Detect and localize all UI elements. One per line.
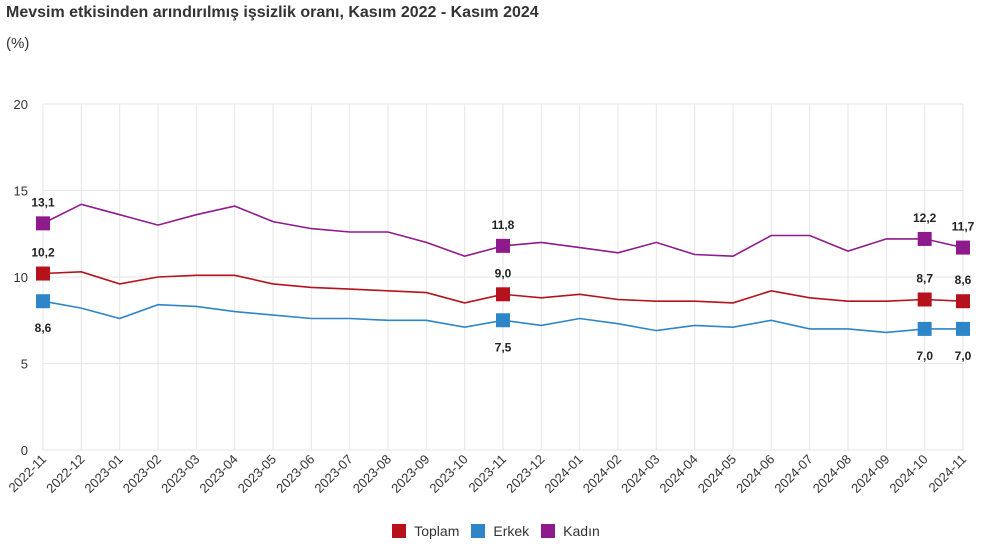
x-tick-label: 2024-02 [580, 452, 624, 496]
data-marker [36, 266, 50, 281]
x-tick-label: 2023-06 [273, 452, 317, 496]
x-tick-label: 2023-05 [235, 452, 279, 496]
y-axis-unit: (%) [6, 35, 30, 52]
data-label: 13,1 [31, 195, 55, 209]
x-tick-label: 2023-01 [81, 452, 125, 496]
y-tick-label: 0 [21, 443, 28, 458]
y-tick-label: 5 [21, 357, 28, 372]
x-tick-label: 2023-07 [311, 452, 355, 496]
legend: Toplam Erkek Kadın [0, 523, 992, 541]
x-tick-label: 2024-05 [695, 452, 739, 496]
x-tick-label: 2023-12 [503, 452, 547, 496]
data-marker [956, 240, 970, 255]
x-tick-label: 2024-06 [733, 452, 777, 496]
legend-item-toplam[interactable]: Toplam [392, 523, 459, 539]
x-tick-label: 2023-03 [158, 452, 202, 496]
x-tick-label: 2023-11 [465, 452, 509, 496]
data-label: 10,2 [31, 246, 55, 260]
x-tick-label: 2024-01 [541, 452, 585, 496]
x-tick-label: 2023-08 [350, 452, 394, 496]
data-marker [496, 287, 510, 302]
chart-title: Mevsim etkisinden arındırılmış işsizlik … [6, 4, 539, 21]
legend-swatch [392, 524, 407, 538]
data-label: 7,0 [916, 349, 933, 363]
data-marker [917, 321, 932, 336]
x-tick-label: 2024-07 [771, 452, 815, 496]
data-label: 11,7 [952, 220, 975, 234]
x-tick-label: 2023-10 [426, 452, 470, 496]
x-tick-label: 2022-12 [43, 452, 87, 496]
x-tick-label: 2024-10 [886, 452, 930, 496]
data-label: 12,2 [913, 211, 937, 225]
data-label: 11,8 [492, 218, 515, 232]
data-marker [496, 313, 510, 328]
x-tick-label: 2024-04 [656, 452, 700, 496]
data-label: 7,5 [495, 340, 512, 354]
x-tick-label: 2022-11 [5, 452, 49, 496]
y-tick-label: 15 [14, 184, 28, 199]
data-marker [36, 216, 50, 231]
data-label: 7,0 [955, 349, 972, 363]
data-marker [496, 238, 510, 253]
data-label: 8,6 [955, 273, 972, 287]
data-marker [917, 292, 932, 307]
legend-item-erkek[interactable]: Erkek [471, 523, 529, 539]
legend-swatch [541, 524, 556, 538]
data-marker [956, 294, 970, 309]
x-tick-label: 2023-02 [120, 452, 164, 496]
legend-label: Kadın [563, 523, 600, 539]
x-tick-label: 2024-11 [925, 452, 969, 496]
data-label: 9,0 [495, 266, 512, 280]
y-tick-label: 20 [14, 97, 28, 112]
data-label: 8,7 [916, 271, 933, 285]
x-tick-label: 2023-09 [388, 452, 432, 496]
x-tick-label: 2024-03 [618, 452, 662, 496]
data-marker [917, 231, 932, 246]
data-marker [956, 321, 970, 336]
y-tick-label: 10 [14, 270, 28, 285]
legend-label: Erkek [493, 523, 530, 539]
data-marker [36, 294, 50, 309]
legend-label: Toplam [414, 523, 460, 539]
legend-swatch [471, 524, 486, 538]
x-tick-label: 2023-04 [196, 452, 240, 496]
x-tick-label: 2024-08 [810, 452, 854, 496]
line-chart: 051015202022-112022-122023-012023-022023… [5, 97, 975, 496]
x-tick-label: 2024-09 [848, 452, 892, 496]
legend-item-kadın[interactable]: Kadın [541, 523, 600, 539]
data-label: 8,6 [35, 321, 52, 335]
